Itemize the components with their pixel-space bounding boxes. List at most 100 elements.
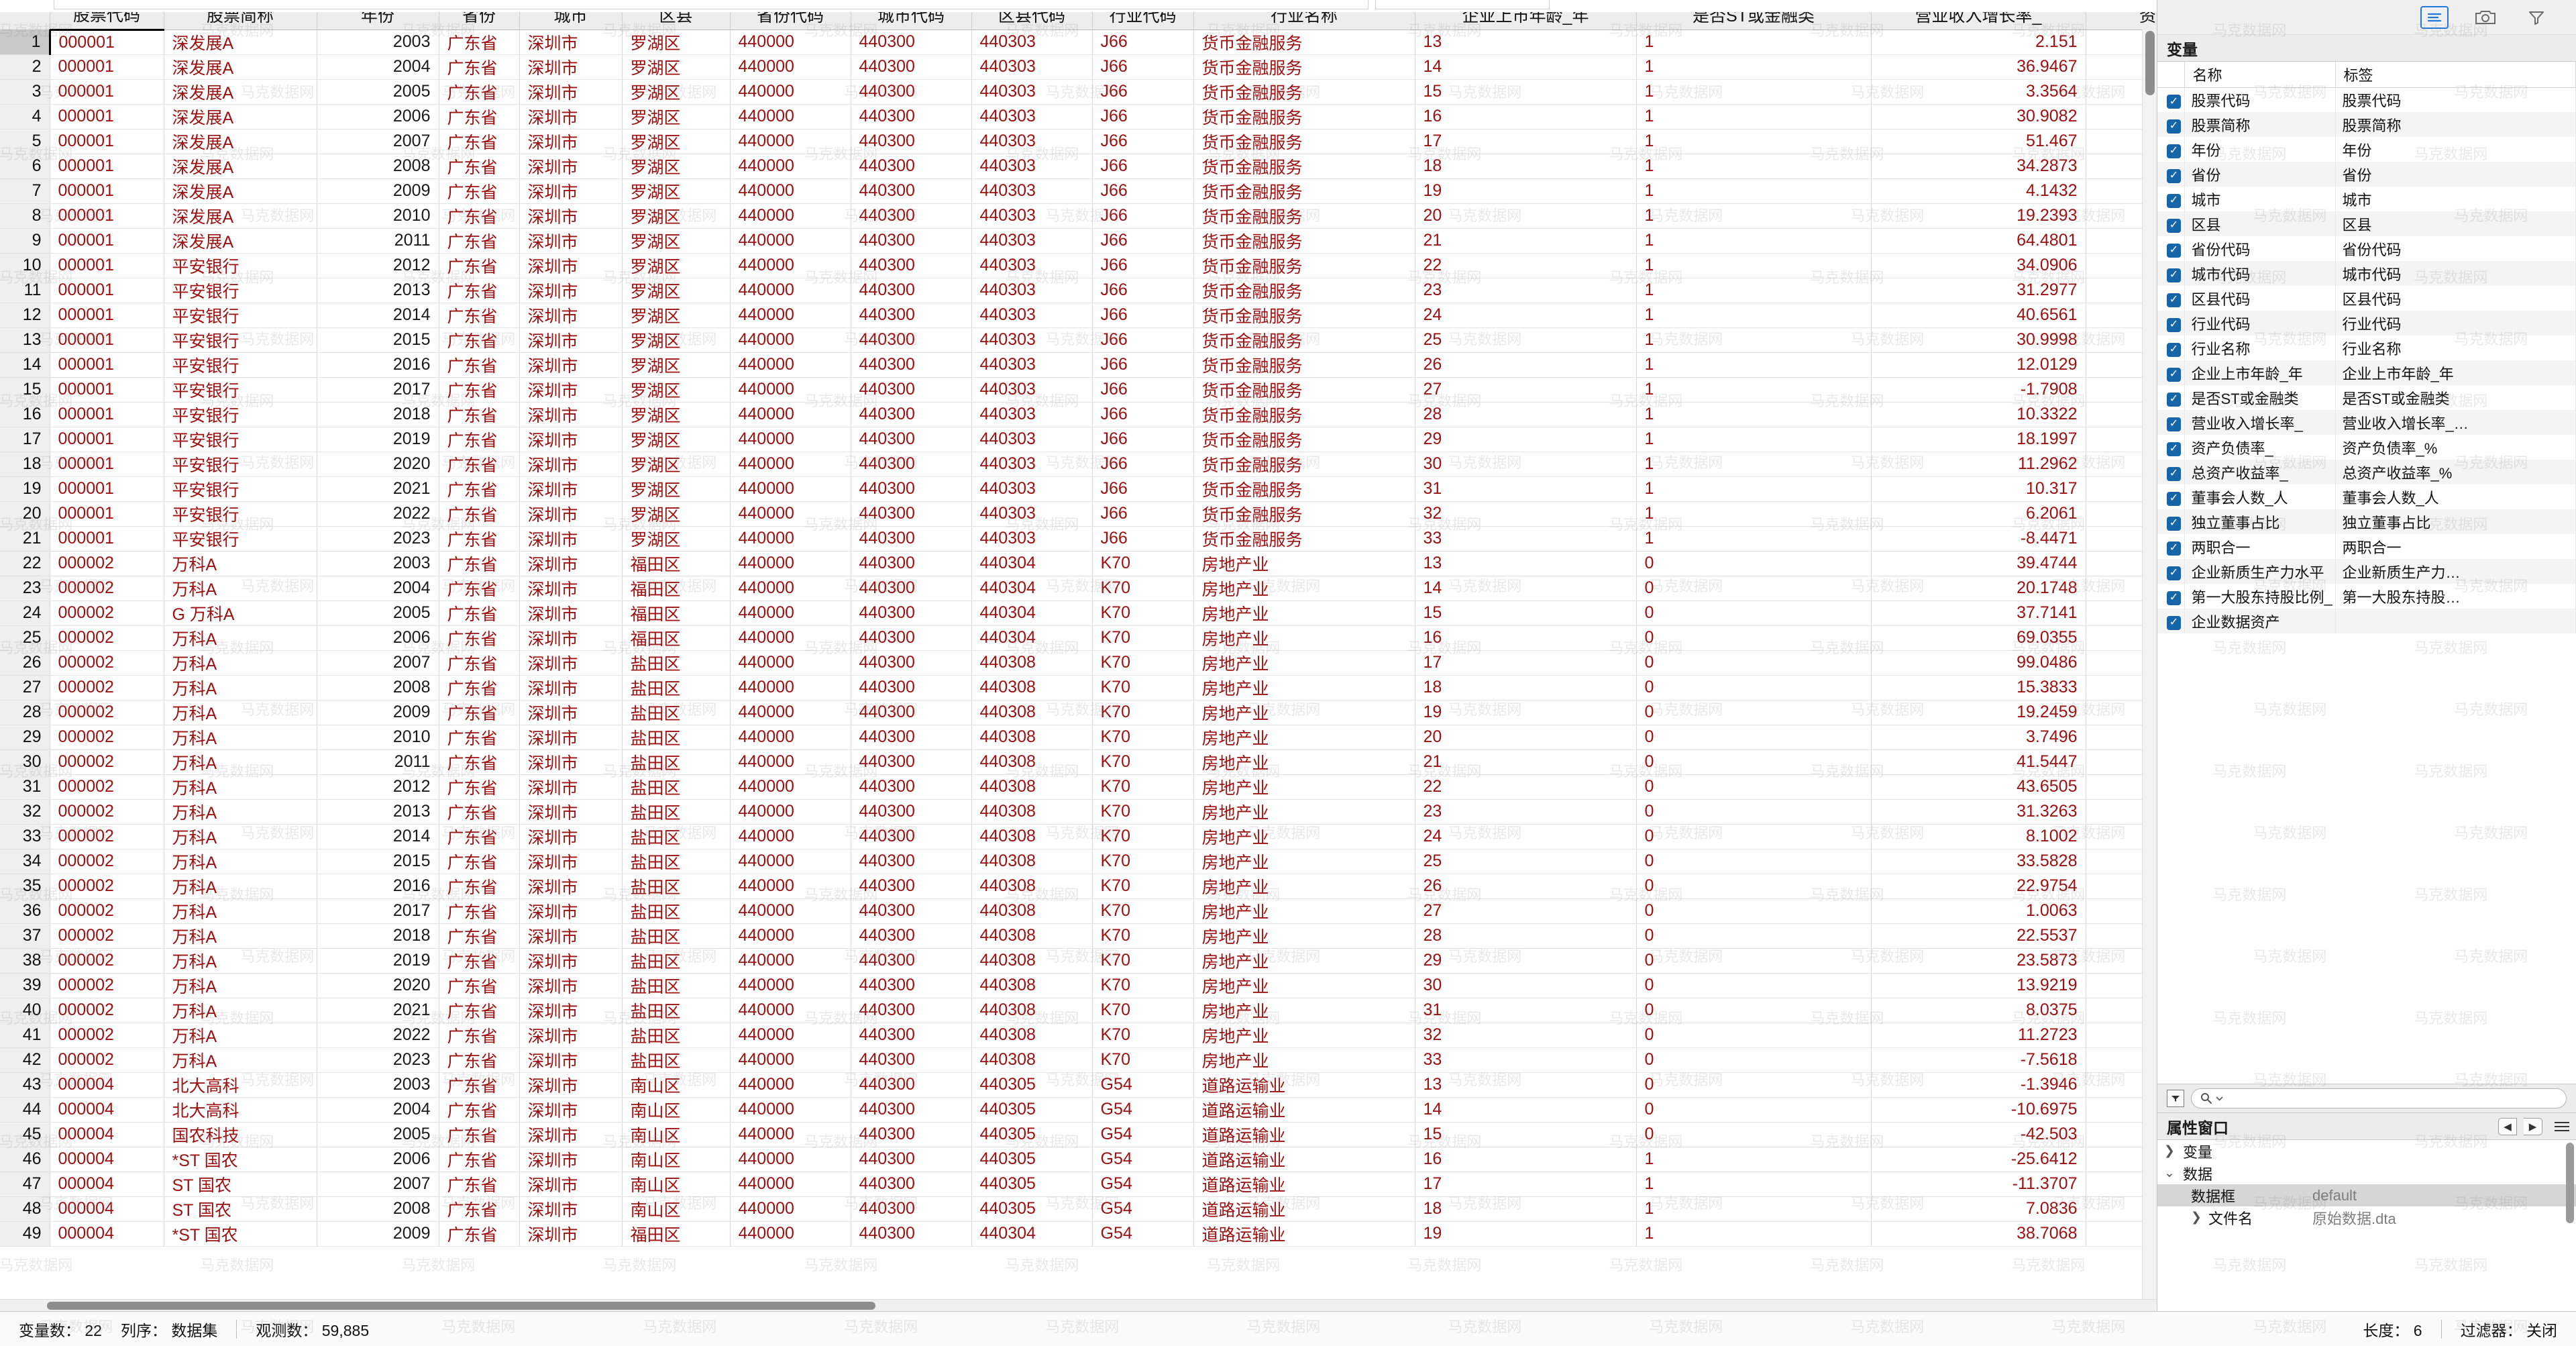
cell-district[interactable]: 罗湖区 bbox=[622, 476, 731, 502]
cell-city_code[interactable]: 440300 bbox=[851, 601, 972, 626]
cell-ind_code[interactable]: G54 bbox=[1092, 1122, 1194, 1147]
cell-ind_code[interactable]: K70 bbox=[1092, 1023, 1194, 1048]
cell-prov_code[interactable]: 440000 bbox=[730, 874, 851, 899]
cell-year[interactable]: 2021 bbox=[317, 998, 439, 1023]
cell-ind_code[interactable]: K70 bbox=[1092, 973, 1194, 998]
cell-stock_name[interactable]: 万科A bbox=[164, 700, 317, 725]
variable-label-cell[interactable]: 两职合一 bbox=[2335, 534, 2576, 559]
cell-city_code[interactable]: 440300 bbox=[851, 352, 972, 378]
cell-district[interactable]: 罗湖区 bbox=[622, 54, 731, 80]
cell-ind_code[interactable]: K70 bbox=[1092, 898, 1194, 924]
cell-is_st[interactable]: 1 bbox=[1636, 154, 1872, 179]
cell-list_age[interactable]: 25 bbox=[1415, 849, 1637, 874]
cell-stock_name[interactable]: 平安银行 bbox=[164, 352, 317, 378]
cell-is_st[interactable]: 0 bbox=[1636, 749, 1872, 775]
table-row[interactable]: 13 000001 平安银行 2015 广东省 深圳市 罗湖区 440000 440300 440… bbox=[0, 327, 2157, 353]
cell-ind_code[interactable]: G54 bbox=[1092, 1147, 1194, 1172]
cell-ind_name[interactable]: 货币金融服务 bbox=[1193, 178, 1415, 204]
table-row[interactable]: 4 000001 深发展A 2006 广东省 深圳市 罗湖区 440000 440300 4403… bbox=[0, 104, 2157, 130]
properties-row-dataframe[interactable]: 数据框 default bbox=[2157, 1184, 2576, 1206]
table-row[interactable]: 6 000001 深发展A 2008 广东省 深圳市 罗湖区 440000 440300 4403… bbox=[0, 154, 2157, 179]
row-number-cell[interactable]: 12 bbox=[0, 303, 50, 328]
cell-year[interactable]: 2008 bbox=[317, 154, 439, 179]
cell-city[interactable]: 深圳市 bbox=[519, 998, 623, 1023]
cell-rev_growth[interactable]: 11.2723 bbox=[1871, 1023, 2086, 1048]
cell-city_code[interactable]: 440300 bbox=[851, 625, 972, 651]
cell-dist_code[interactable]: 440303 bbox=[971, 228, 1093, 254]
cell-year[interactable]: 2007 bbox=[317, 650, 439, 676]
variable-row[interactable]: ✓ 资产负债率_ 资产负债率_% bbox=[2157, 435, 2576, 460]
cell-ind_code[interactable]: K70 bbox=[1092, 923, 1194, 949]
variable-label-cell[interactable]: 城市代码 bbox=[2335, 261, 2576, 286]
variable-row[interactable]: ✓ 董事会人数_人 董事会人数_人 bbox=[2157, 484, 2576, 509]
cell-province[interactable]: 广东省 bbox=[439, 1147, 520, 1172]
variable-label-cell[interactable]: 资产负债率_% bbox=[2335, 435, 2576, 460]
variable-name-cell[interactable]: 年份 bbox=[2184, 137, 2336, 162]
checkbox-checked-icon[interactable]: ✓ bbox=[2167, 367, 2181, 382]
cell-district[interactable]: 罗湖区 bbox=[622, 129, 731, 154]
cell-province[interactable]: 广东省 bbox=[439, 998, 520, 1023]
cell-stock_name[interactable]: 万科A bbox=[164, 650, 317, 676]
cell-stock_code[interactable]: 000004 bbox=[50, 1147, 164, 1172]
cell-province[interactable]: 广东省 bbox=[439, 601, 520, 626]
variable-name-cell[interactable]: 第一大股东持股比例_ bbox=[2184, 584, 2336, 609]
cell-province[interactable]: 广东省 bbox=[439, 203, 520, 229]
cell-stock_name[interactable]: 万科A bbox=[164, 973, 317, 998]
variable-name-cell[interactable]: 总资产收益率_ bbox=[2184, 460, 2336, 484]
cell-prov_code[interactable]: 440000 bbox=[730, 774, 851, 800]
cell-province[interactable]: 广东省 bbox=[439, 104, 520, 130]
row-number-cell[interactable]: 48 bbox=[0, 1196, 50, 1222]
cell-list_age[interactable]: 23 bbox=[1415, 799, 1637, 825]
cell-ind_name[interactable]: 货币金融服务 bbox=[1193, 54, 1415, 80]
cell-is_st[interactable]: 0 bbox=[1636, 625, 1872, 651]
cell-ind_code[interactable]: J66 bbox=[1092, 427, 1194, 452]
table-row[interactable]: 14 000001 平安银行 2016 广东省 深圳市 罗湖区 440000 440300 440… bbox=[0, 352, 2157, 378]
cell-district[interactable]: 罗湖区 bbox=[622, 427, 731, 452]
cell-stock_name[interactable]: 万科A bbox=[164, 1023, 317, 1048]
checkbox-checked-icon[interactable]: ✓ bbox=[2167, 342, 2181, 357]
cell-district[interactable]: 盐田区 bbox=[622, 898, 731, 924]
cell-year[interactable]: 2022 bbox=[317, 1023, 439, 1048]
table-row[interactable]: 34 000002 万科A 2015 广东省 深圳市 盐田区 440000 440300 4403… bbox=[0, 849, 2157, 874]
cell-stock_name[interactable]: 平安银行 bbox=[164, 501, 317, 527]
cell-dist_code[interactable]: 440303 bbox=[971, 79, 1093, 105]
cell-city[interactable]: 深圳市 bbox=[519, 675, 623, 701]
cell-ind_code[interactable]: K70 bbox=[1092, 874, 1194, 899]
cell-city[interactable]: 深圳市 bbox=[519, 700, 623, 725]
cell-province[interactable]: 广东省 bbox=[439, 749, 520, 775]
cell-rev_growth[interactable]: 40.6561 bbox=[1871, 303, 2086, 328]
table-row[interactable]: 45 000004 国农科技 2005 广东省 深圳市 南山区 440000 440300 440… bbox=[0, 1122, 2157, 1147]
grid-horizontal-scrollbar[interactable] bbox=[0, 1299, 2157, 1311]
cell-year[interactable]: 2003 bbox=[317, 1072, 439, 1098]
checkbox-checked-icon[interactable]: ✓ bbox=[2167, 144, 2181, 158]
cell-dist_code[interactable]: 440303 bbox=[971, 402, 1093, 427]
cell-city[interactable]: 深圳市 bbox=[519, 402, 623, 427]
cell-province[interactable]: 广东省 bbox=[439, 501, 520, 527]
cell-rev_growth[interactable]: 99.0486 bbox=[1871, 650, 2086, 676]
cell-city[interactable]: 深圳市 bbox=[519, 824, 623, 849]
table-row[interactable]: 15 000001 平安银行 2017 广东省 深圳市 罗湖区 440000 440300 440… bbox=[0, 377, 2157, 403]
cell-city[interactable]: 深圳市 bbox=[519, 799, 623, 825]
cell-ind_name[interactable]: 货币金融服务 bbox=[1193, 30, 1415, 55]
variable-checkbox-cell[interactable]: ✓ bbox=[2157, 559, 2185, 584]
row-number-cell[interactable]: 28 bbox=[0, 700, 50, 725]
cell-city_code[interactable]: 440300 bbox=[851, 898, 972, 924]
cell-rev_growth[interactable]: 7.0836 bbox=[1871, 1196, 2086, 1222]
variables-search-input[interactable] bbox=[2191, 1088, 2567, 1108]
properties-group-data[interactable]: ⌄ 数据 bbox=[2157, 1162, 2576, 1184]
cell-rev_growth[interactable]: -25.6412 bbox=[1871, 1147, 2086, 1172]
table-row[interactable]: 36 000002 万科A 2017 广东省 深圳市 盐田区 440000 440300 4403… bbox=[0, 898, 2157, 924]
cell-rev_growth[interactable]: 30.9082 bbox=[1871, 104, 2086, 130]
cell-ind_name[interactable]: 货币金融服务 bbox=[1193, 104, 1415, 130]
row-number-cell[interactable]: 49 bbox=[0, 1221, 50, 1247]
row-number-cell[interactable]: 33 bbox=[0, 824, 50, 849]
row-number-cell[interactable]: 20 bbox=[0, 501, 50, 527]
checkbox-checked-icon[interactable]: ✓ bbox=[2167, 392, 2181, 407]
cell-province[interactable]: 广东省 bbox=[439, 278, 520, 303]
table-row[interactable]: 41 000002 万科A 2022 广东省 深圳市 盐田区 440000 440300 4403… bbox=[0, 1023, 2157, 1048]
properties-menu-icon[interactable] bbox=[2555, 1121, 2569, 1131]
cell-city[interactable]: 深圳市 bbox=[519, 129, 623, 154]
cell-stock_code[interactable]: 000002 bbox=[50, 874, 164, 899]
cell-ind_code[interactable]: K70 bbox=[1092, 625, 1194, 651]
cell-district[interactable]: 盐田区 bbox=[622, 849, 731, 874]
